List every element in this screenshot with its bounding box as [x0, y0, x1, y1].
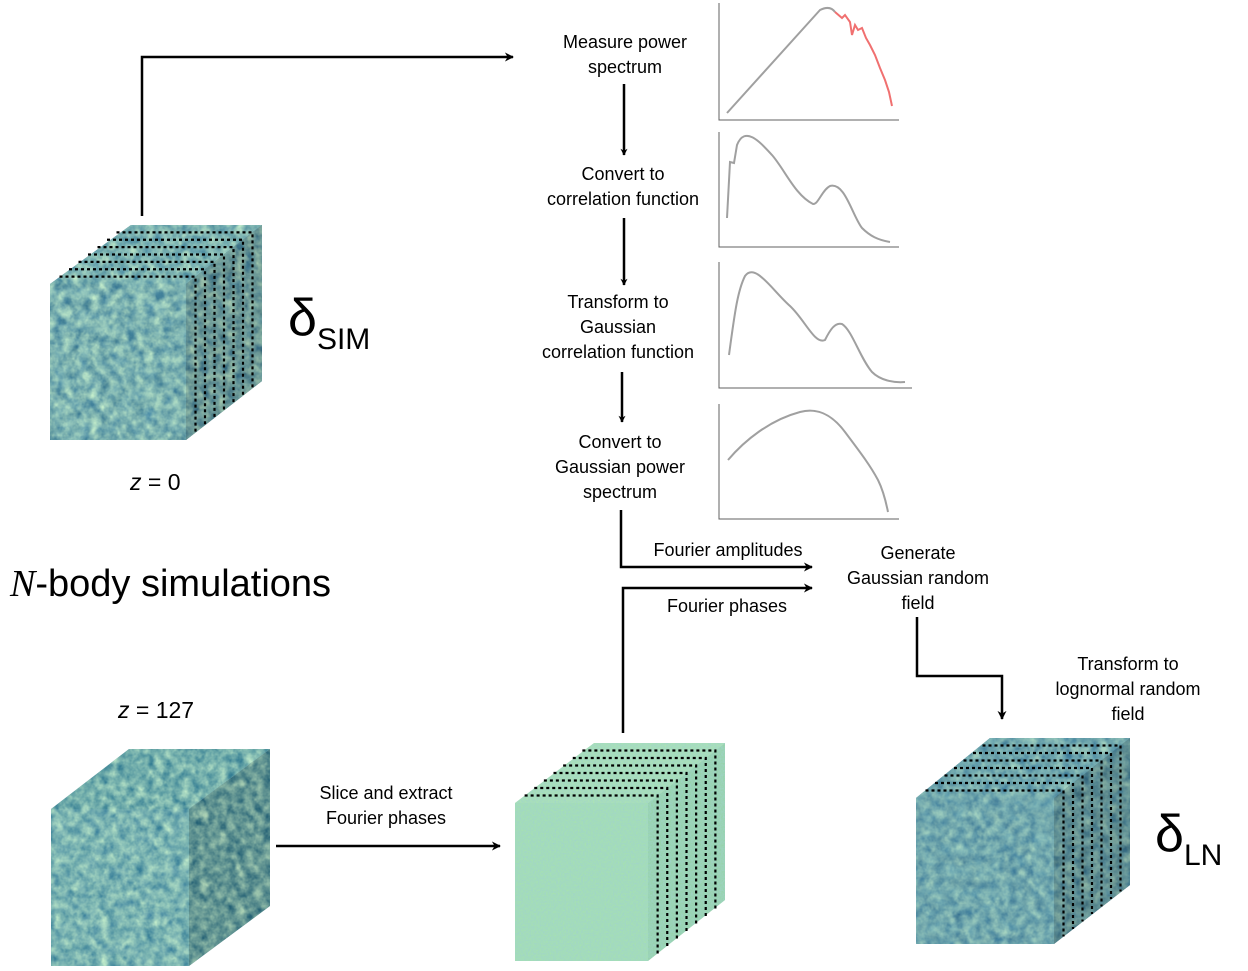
slice-line: [69, 268, 207, 426]
label-fourier-amplitudes: Fourier amplitudes: [653, 540, 803, 560]
arrows: [140, 52, 1007, 851]
label-fourier-phases: Fourier phases: [666, 596, 788, 616]
slice-line: [524, 794, 659, 954]
slice-line: [88, 253, 226, 411]
plot-power-spectrum: [718, 3, 899, 121]
arrow-phases: [621, 583, 813, 733]
sim-cube: [50, 225, 262, 440]
slice-line: [543, 779, 678, 939]
plot-gaussian-correlation: [718, 262, 912, 389]
slice-line: [582, 749, 717, 909]
redshift-label-z0: z = 0: [130, 469, 181, 495]
slice-line: [97, 246, 235, 404]
arrow-amplitudes: [619, 510, 813, 572]
plot-correlation-function: [718, 132, 899, 248]
slice-line: [116, 231, 254, 389]
lognormal-cube: [916, 738, 1130, 944]
step-convert-correlation: Convert to correlation function: [546, 164, 700, 209]
slice-line: [572, 756, 707, 916]
step-transform-gaussian-correlation: Transform to Gaussian correlation function: [541, 292, 695, 362]
slice-line: [78, 260, 216, 418]
slice-line: [963, 759, 1103, 907]
slice-line: [59, 275, 197, 433]
slice-line: [925, 789, 1065, 937]
slice-line: [944, 774, 1084, 922]
slice-line: [973, 751, 1113, 899]
redshift-label-z127: z = 127: [118, 697, 195, 723]
step-transform-lognormal: Transform to lognormal random field: [1055, 654, 1201, 724]
arrow-generate-to-ln: [915, 617, 1007, 720]
nbody-simulations-label: N-body simulations: [10, 563, 332, 605]
slice-line: [982, 744, 1122, 892]
step-measure-power-spectrum: Measure power spectrum: [562, 32, 688, 77]
step-generate-gaussian-field: Generate Gaussian random field: [846, 543, 990, 613]
delta-sim-symbol: δSIM: [288, 289, 371, 356]
slice-line: [935, 781, 1075, 929]
step-slice-extract: Slice and extract Fourier phases: [319, 783, 453, 828]
initial-conditions-cube: [51, 749, 270, 966]
slice-line: [563, 764, 698, 924]
slice-line: [553, 771, 688, 931]
arrow-sim-to-measure: [140, 52, 514, 216]
delta-ln-symbol: δLN: [1155, 805, 1223, 872]
step-convert-gaussian-power: Convert to Gaussian power spectrum: [554, 432, 686, 502]
phases-cube: [515, 743, 725, 961]
slice-line: [954, 766, 1094, 914]
slice-line: [534, 786, 669, 946]
slice-line: [107, 238, 245, 396]
plot-gaussian-power-spectrum: [718, 404, 899, 520]
